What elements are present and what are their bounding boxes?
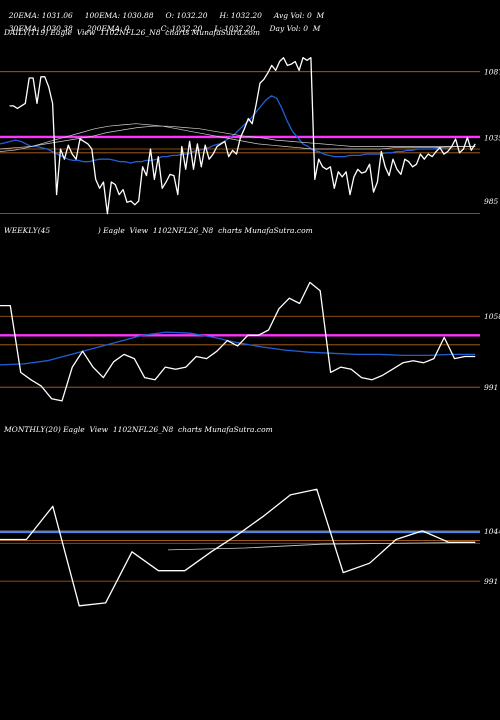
y-tick-label-0: 1087 bbox=[484, 68, 500, 77]
close-readout: C: 1032.20 bbox=[160, 24, 203, 33]
high-readout: H: 1032.20 bbox=[219, 11, 262, 20]
open-readout: O: 1032.20 bbox=[165, 11, 208, 20]
daily-price-line bbox=[9, 57, 476, 215]
ema100-readout: 100EMA: 1030.88 bbox=[84, 11, 154, 20]
weekly-chart-title: WEEKLY(45 ) Eagle View 1102NFL26_N8 char… bbox=[4, 226, 313, 235]
header-row-2: 30EMA: 1030.38 200EMA: 0 C: 1032.20 L: 1… bbox=[4, 15, 321, 33]
daily-chart-title: DAILY(119) Eagle View 1102NFL26_N8 chart… bbox=[4, 28, 260, 37]
y-tick-label-1: 991 bbox=[484, 577, 498, 586]
monthly-ma-gray-line bbox=[167, 541, 476, 551]
daily-ma-gray-line-1 bbox=[0, 123, 476, 152]
y-tick-label-2: 985 bbox=[484, 197, 499, 206]
daily-chart: 1087 1035 985 bbox=[0, 57, 500, 215]
ema200-readout: 200EMA: 0 bbox=[87, 24, 130, 33]
monthly-price-line bbox=[0, 488, 476, 607]
ema30-readout: 30EMA: 1030.38 bbox=[8, 24, 73, 33]
low-readout: L: 1032.20 bbox=[214, 24, 256, 33]
monthly-chart-title: MONTHLY(20) Eagle View 1102NFL26_N8 char… bbox=[4, 425, 273, 434]
weekly-chart: 1058 991 bbox=[0, 281, 500, 402]
header-row-1: 20EMA: 1031.06 100EMA: 1030.88 O: 1032.2… bbox=[4, 2, 324, 20]
y-tick-label-1: 1035 bbox=[484, 134, 500, 143]
daily-ma-blue-line bbox=[0, 95, 476, 164]
monthly-chart: 1044 991 bbox=[0, 488, 500, 607]
daily-ma-gray-line-2 bbox=[0, 125, 476, 150]
y-tick-label-0: 1044 bbox=[484, 527, 500, 536]
day-vol-readout: Day Vol: 0 M bbox=[269, 24, 321, 33]
y-tick-label-0: 1058 bbox=[484, 312, 500, 321]
weekly-price-line bbox=[0, 281, 476, 402]
ema20-readout: 20EMA: 1031.06 bbox=[8, 11, 73, 20]
y-tick-label-1: 991 bbox=[484, 383, 498, 392]
weekly-ma-blue-line bbox=[0, 331, 476, 366]
avg-vol-readout: Avg Vol: 0 M bbox=[273, 11, 325, 20]
